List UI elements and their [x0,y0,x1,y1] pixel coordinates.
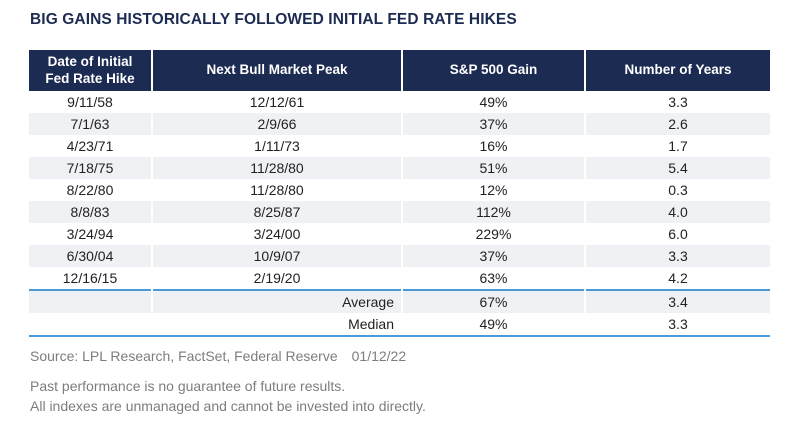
cell-hike-date: 7/1/63 [29,113,153,135]
source-text: Source: LPL Research, FactSet, Federal R… [30,348,338,364]
cell-hike-date: 6/30/04 [29,245,153,267]
cell-years: 1.7 [668,138,688,154]
table-row: 4/23/71 1/11/73 16% 1.7 [29,135,770,157]
cell-hike-date: 4/23/71 [29,135,153,157]
summary-label-median: Median [152,313,403,337]
summary-label-average: Average [152,289,403,313]
cell-years: 0.3 [668,182,688,198]
cell-gain: 229% [402,223,586,245]
cell-peak-date: 11/28/80 [152,179,403,201]
cell-hike-date: 12/16/15 [29,267,153,290]
cell-hike-date: 9/11/58 [29,91,153,113]
cell-peak-date: 10/9/07 [152,245,403,267]
cell-gain: 49% [402,313,586,337]
cell-gain: 51% [402,157,586,179]
cell-peak-date: 2/19/20 [152,267,403,290]
cell-years: 3.3 [668,248,688,264]
cell-years: 3.3 [585,313,770,337]
table-header: Date of Initial Fed Rate Hike Next Bull … [29,50,770,91]
cell-empty [29,313,153,337]
cell-empty [29,289,153,313]
cell-hike-date: 8/8/83 [29,201,153,223]
summary-row-median: Median 49% 3.3 [29,313,770,337]
column-header-years: Number of Years [585,50,770,91]
cell-years: 2.6 [668,116,688,132]
table-row: 7/18/75 11/28/80 51% 5.4 [29,157,770,179]
cell-peak-date: 12/12/61 [152,91,403,113]
cell-gain: 12% [402,179,586,201]
table-row: 6/30/04 10/9/07 37% 3.3 [29,245,770,267]
cell-gain: 49% [402,91,586,113]
cell-years: 5.4 [668,160,688,176]
summary-row-average: Average 67% 3.4 [29,289,770,313]
cell-years: 3.4 [585,289,770,313]
disclosure-line: All indexes are unmanaged and cannot be … [30,398,426,414]
cell-hike-date: 7/18/75 [29,157,153,179]
fed-rate-hikes-table: Date of Initial Fed Rate Hike Next Bull … [29,50,770,337]
cell-peak-date: 3/24/00 [152,223,403,245]
column-header-sp500-gain: S&P 500 Gain [402,50,586,91]
column-header-bull-peak: Next Bull Market Peak [152,50,403,91]
cell-peak-date: 11/28/80 [152,157,403,179]
cell-gain: 37% [402,113,586,135]
cell-hike-date: 3/24/94 [29,223,153,245]
table-row: 12/16/15 2/19/20 63% 4.2 [29,267,770,290]
cell-peak-date: 1/11/73 [152,135,403,157]
cell-peak-date: 2/9/66 [152,113,403,135]
cell-gain: 112% [402,201,586,223]
source-date: 01/12/22 [351,348,407,364]
column-header-hike-date: Date of Initial Fed Rate Hike [29,50,153,91]
table-row: 9/11/58 12/12/61 49% 3.3 [29,91,770,113]
table-row: 8/22/80 11/28/80 12% 0.3 [29,179,770,201]
disclosures: Past performance is no guarantee of futu… [30,376,426,416]
cell-gain: 16% [402,135,586,157]
cell-hike-date: 8/22/80 [29,179,153,201]
table-row: 3/24/94 3/24/00 229% 6.0 [29,223,770,245]
cell-years: 3.3 [668,94,688,110]
cell-gain: 67% [402,289,586,313]
cell-years: 4.2 [668,270,688,286]
source-line: Source: LPL Research, FactSet, Federal R… [30,348,406,364]
cell-peak-date: 8/25/87 [152,201,403,223]
page-title: BIG GAINS HISTORICALLY FOLLOWED INITIAL … [30,11,517,28]
cell-years: 6.0 [668,226,688,242]
cell-years: 4.0 [668,204,688,220]
cell-gain: 37% [402,245,586,267]
cell-gain: 63% [402,267,586,290]
table-row: 7/1/63 2/9/66 37% 2.6 [29,113,770,135]
table-row: 8/8/83 8/25/87 112% 4.0 [29,201,770,223]
disclosure-line: Past performance is no guarantee of futu… [30,378,346,394]
